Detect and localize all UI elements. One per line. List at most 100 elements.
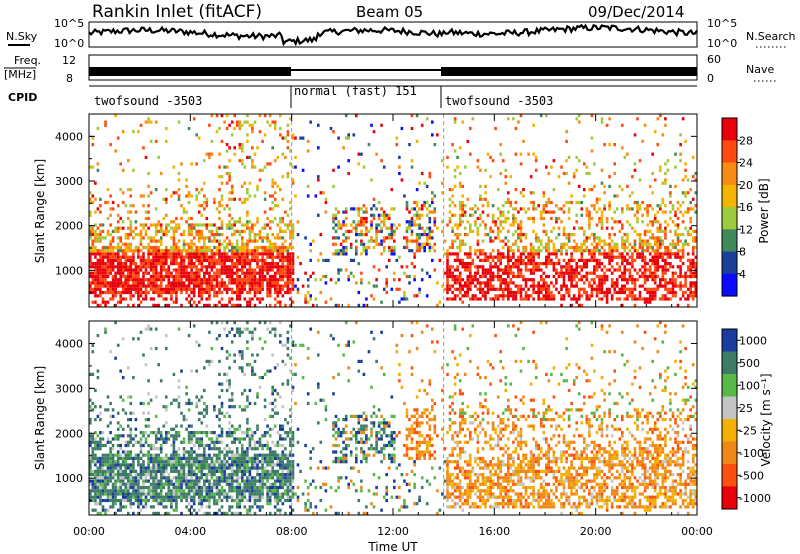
velocity-echo-cell bbox=[142, 498, 145, 503]
power-echo-cell bbox=[527, 252, 530, 256]
power-echo-cell bbox=[192, 290, 196, 295]
power-echo-cell bbox=[651, 262, 654, 266]
power-echo-cell bbox=[405, 242, 409, 246]
power-echo-cell bbox=[106, 255, 110, 259]
power-echo-cell bbox=[512, 117, 515, 121]
power-echo-cell bbox=[633, 168, 637, 172]
power-echo-cell bbox=[527, 294, 530, 298]
velocity-echo-cell bbox=[190, 479, 193, 483]
power-echo-cell bbox=[177, 223, 181, 227]
power-echo-cell bbox=[132, 284, 135, 288]
power-echo-cell bbox=[241, 149, 244, 153]
power-echo-cell bbox=[147, 255, 150, 259]
power-echo-cell bbox=[671, 294, 675, 298]
velocity-echo-cell bbox=[94, 431, 97, 435]
power-echo-cell bbox=[499, 220, 502, 224]
velocity-echo-cell bbox=[167, 489, 171, 493]
power-echo-cell bbox=[451, 143, 454, 147]
power-echo-cell bbox=[628, 268, 632, 272]
power-echo-cell bbox=[94, 287, 97, 291]
power-echo-cell bbox=[258, 265, 262, 269]
power-echo-cell bbox=[590, 242, 594, 246]
power-echo-cell bbox=[507, 197, 510, 201]
power-echo-cell bbox=[641, 139, 644, 143]
power-echo-cell bbox=[512, 255, 515, 259]
power-echo-cell bbox=[509, 294, 513, 298]
power-echo-cell bbox=[686, 178, 690, 182]
velocity-echo-cell bbox=[180, 482, 183, 486]
power-echo-cell bbox=[653, 271, 657, 275]
power-echo-cell bbox=[129, 245, 133, 250]
power-echo-cell bbox=[481, 268, 485, 272]
power-echo-cell bbox=[661, 255, 665, 259]
velocity-echo-cell bbox=[190, 401, 193, 406]
power-echo-cell bbox=[142, 226, 145, 230]
velocity-echo-cell bbox=[195, 369, 198, 373]
velocity-echo-cell bbox=[132, 489, 135, 493]
power-echo-cell bbox=[372, 245, 376, 250]
power-echo-cell bbox=[281, 278, 285, 282]
power-echo-cell bbox=[215, 274, 219, 279]
power-echo-cell bbox=[456, 268, 459, 272]
power-echo-cell bbox=[565, 171, 568, 176]
velocity-echo-cell bbox=[192, 479, 196, 483]
power-echo-cell bbox=[256, 220, 259, 224]
power-echo-cell bbox=[261, 239, 264, 243]
power-echo-cell bbox=[256, 255, 259, 259]
power-echo-cell bbox=[99, 204, 102, 208]
power-echo-cell bbox=[238, 252, 242, 256]
power-echo-cell bbox=[466, 284, 470, 288]
velocity-echo-cell bbox=[127, 511, 130, 515]
power-echo-cell bbox=[124, 281, 128, 285]
velocity-echo-cell bbox=[142, 485, 145, 490]
power-echo-cell bbox=[593, 268, 596, 272]
power-echo-cell bbox=[529, 242, 533, 246]
power-echo-cell bbox=[360, 239, 363, 243]
power-echo-cell bbox=[210, 278, 214, 282]
power-echo-cell bbox=[415, 188, 419, 192]
power-echo-cell bbox=[134, 271, 138, 275]
power-echo-cell bbox=[251, 274, 254, 279]
power-echo-cell bbox=[669, 290, 672, 295]
velocity-echo-cell bbox=[91, 460, 95, 464]
power-echo-cell bbox=[241, 281, 244, 285]
power-echo-cell bbox=[127, 210, 130, 214]
power-echo-cell bbox=[588, 252, 591, 256]
power-echo-cell bbox=[610, 258, 614, 262]
power-echo-cell bbox=[466, 268, 470, 272]
power-echo-cell bbox=[674, 233, 677, 237]
power-echo-cell bbox=[139, 281, 143, 285]
power-echo-cell bbox=[580, 249, 584, 253]
velocity-echo-cell bbox=[111, 456, 115, 460]
power-echo-cell bbox=[621, 245, 624, 250]
power-echo-cell bbox=[116, 242, 120, 246]
power-echo-cell bbox=[512, 207, 515, 211]
power-echo-cell bbox=[666, 168, 670, 172]
power-echo-cell bbox=[337, 223, 340, 227]
power-echo-cell bbox=[182, 255, 186, 259]
power-echo-cell bbox=[583, 290, 586, 295]
power-echo-cell bbox=[329, 278, 333, 282]
velocity-echo-cell bbox=[159, 473, 163, 477]
power-echo-cell bbox=[281, 274, 285, 279]
velocity-echo-cell bbox=[144, 492, 148, 496]
velocity-echo-cell bbox=[159, 502, 163, 506]
power-echo-cell bbox=[251, 249, 254, 253]
power-echo-cell bbox=[132, 236, 135, 240]
power-echo-cell bbox=[337, 271, 340, 275]
power-echo-cell bbox=[489, 255, 492, 259]
power-echo-cell bbox=[132, 130, 135, 134]
power-echo-cell bbox=[509, 268, 513, 272]
power-echo-cell bbox=[253, 284, 257, 288]
power-echo-cell bbox=[580, 287, 584, 291]
power-echo-cell bbox=[562, 171, 566, 176]
velocity-echo-cell bbox=[175, 508, 178, 512]
power-echo-cell bbox=[106, 216, 110, 221]
velocity-echo-cell bbox=[129, 411, 133, 415]
power-echo-cell bbox=[542, 278, 546, 282]
power-echo-cell bbox=[562, 210, 566, 214]
power-echo-cell bbox=[159, 274, 163, 279]
velocity-echo-cell bbox=[99, 437, 102, 441]
power-echo-cell bbox=[474, 223, 477, 227]
power-echo-cell bbox=[238, 268, 242, 272]
